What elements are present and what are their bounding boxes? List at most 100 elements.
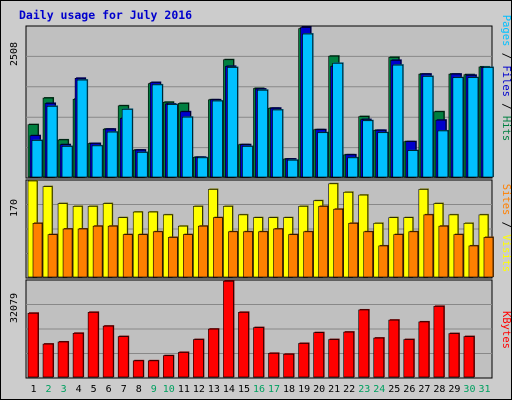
bar-pages-day-30 bbox=[467, 77, 479, 178]
legend-1: Pages / Files / Hits bbox=[500, 15, 512, 141]
bar-pages-day-6 bbox=[106, 131, 118, 178]
bar-pages-day-22 bbox=[347, 157, 358, 178]
day-label-10: 10 bbox=[163, 384, 175, 395]
day-label-27: 27 bbox=[418, 384, 430, 395]
bar-kbytes-day-7 bbox=[117, 336, 129, 378]
bar-sites-day-7 bbox=[122, 234, 133, 278]
bar-kbytes-day-1 bbox=[27, 312, 39, 378]
day-label-5: 5 bbox=[91, 384, 97, 395]
bar-pages-day-17 bbox=[272, 109, 283, 178]
bar-sites-day-10 bbox=[167, 237, 178, 278]
y-max-label-1: 2508 bbox=[9, 42, 20, 66]
bar-kbytes-day-11 bbox=[178, 352, 189, 378]
bar-sites-day-31 bbox=[483, 237, 494, 278]
bar-sites-day-23 bbox=[363, 231, 374, 278]
legend-2: Sites / Visits bbox=[500, 184, 512, 273]
bar-sites-day-19 bbox=[303, 231, 313, 278]
day-label-8: 8 bbox=[136, 384, 142, 395]
day-label-19: 19 bbox=[298, 384, 310, 395]
legend-entry: Hits bbox=[500, 116, 512, 141]
day-label-21: 21 bbox=[328, 384, 340, 395]
bar-pages-day-5 bbox=[91, 145, 103, 178]
day-label-14: 14 bbox=[223, 384, 235, 395]
bar-kbytes-day-10 bbox=[162, 355, 174, 378]
bar-pages-day-7 bbox=[121, 109, 133, 178]
bar-pages-day-25 bbox=[392, 64, 404, 178]
day-label-6: 6 bbox=[106, 384, 112, 395]
bar-pages-day-11 bbox=[182, 116, 193, 178]
bar-sites-day-30 bbox=[468, 245, 479, 278]
bar-pages-day-16 bbox=[257, 89, 268, 178]
y-max-label-2: 170 bbox=[9, 199, 20, 217]
day-label-9: 9 bbox=[151, 384, 157, 395]
bar-sites-day-6 bbox=[107, 225, 118, 278]
day-label-30: 30 bbox=[463, 384, 475, 395]
bar-sites-day-1 bbox=[32, 223, 43, 278]
bar-sites-day-13 bbox=[213, 217, 223, 278]
bar-kbytes-day-6 bbox=[102, 325, 114, 378]
bar-kbytes-day-25 bbox=[388, 319, 400, 378]
bar-sites-day-4 bbox=[77, 228, 88, 278]
bar-sites-day-14 bbox=[228, 231, 238, 278]
bar-kbytes-day-17 bbox=[268, 353, 279, 378]
day-label-2: 2 bbox=[46, 384, 52, 395]
bar-sites-day-2 bbox=[47, 234, 58, 278]
bar-sites-day-20 bbox=[318, 206, 328, 278]
bar-visits-day-2 bbox=[42, 186, 53, 278]
day-label-12: 12 bbox=[193, 384, 205, 395]
day-label-4: 4 bbox=[76, 384, 82, 395]
bar-kbytes-day-5 bbox=[87, 312, 99, 378]
day-label-3: 3 bbox=[61, 384, 67, 395]
legend-entry: KBytes bbox=[500, 311, 512, 349]
day-label-15: 15 bbox=[238, 384, 250, 395]
bar-pages-day-15 bbox=[242, 146, 253, 178]
legend-entry: Visits bbox=[500, 234, 512, 272]
day-label-7: 7 bbox=[121, 384, 127, 395]
bar-pages-day-10 bbox=[166, 104, 178, 178]
bar-kbytes-day-20 bbox=[313, 332, 324, 378]
day-label-23: 23 bbox=[358, 384, 370, 395]
bar-pages-day-19 bbox=[302, 33, 313, 178]
bar-sites-day-22 bbox=[348, 223, 358, 278]
bar-sites-day-24 bbox=[378, 245, 389, 278]
legend-entry: Pages bbox=[500, 15, 512, 47]
day-label-20: 20 bbox=[313, 384, 325, 395]
legend-3: KBytes bbox=[500, 311, 512, 349]
legend-entry: / bbox=[500, 215, 512, 234]
bar-pages-day-14 bbox=[227, 67, 238, 178]
day-label-28: 28 bbox=[433, 384, 445, 395]
bar-kbytes-day-27 bbox=[418, 321, 430, 378]
bar-kbytes-day-28 bbox=[433, 306, 445, 378]
bar-pages-day-24 bbox=[377, 132, 389, 178]
bar-sites-day-27 bbox=[423, 214, 434, 278]
bar-sites-day-11 bbox=[183, 234, 193, 278]
day-label-16: 16 bbox=[253, 384, 265, 395]
day-label-18: 18 bbox=[283, 384, 295, 395]
y-max-label-3: 32079 bbox=[9, 293, 20, 323]
bar-sites-day-29 bbox=[453, 234, 464, 278]
day-label-17: 17 bbox=[268, 384, 280, 395]
day-label-31: 31 bbox=[478, 384, 490, 395]
bar-sites-day-17 bbox=[273, 228, 283, 278]
bar-sites-day-3 bbox=[62, 228, 73, 278]
bar-kbytes-day-8 bbox=[132, 360, 144, 378]
bar-kbytes-day-29 bbox=[448, 333, 460, 378]
bar-kbytes-day-4 bbox=[72, 333, 84, 378]
legend-entry: / bbox=[500, 97, 512, 116]
bar-sites-day-16 bbox=[258, 231, 268, 278]
bar-pages-day-8 bbox=[136, 152, 148, 178]
bar-kbytes-day-18 bbox=[283, 353, 294, 378]
day-label-22: 22 bbox=[343, 384, 355, 395]
chart-title: Daily usage for July 2016 bbox=[19, 8, 192, 22]
bar-kbytes-day-19 bbox=[298, 343, 309, 378]
bar-pages-day-12 bbox=[197, 157, 208, 178]
bar-kbytes-day-16 bbox=[253, 327, 264, 378]
bar-pages-day-31 bbox=[482, 67, 494, 178]
day-label-29: 29 bbox=[448, 384, 460, 395]
bar-kbytes-day-21 bbox=[328, 339, 339, 378]
bar-sites-day-8 bbox=[137, 234, 148, 278]
bar-pages-day-13 bbox=[212, 100, 223, 178]
bar-kbytes-day-30 bbox=[463, 336, 475, 378]
bar-pages-day-9 bbox=[151, 84, 163, 178]
bar-pages-day-18 bbox=[287, 159, 298, 178]
